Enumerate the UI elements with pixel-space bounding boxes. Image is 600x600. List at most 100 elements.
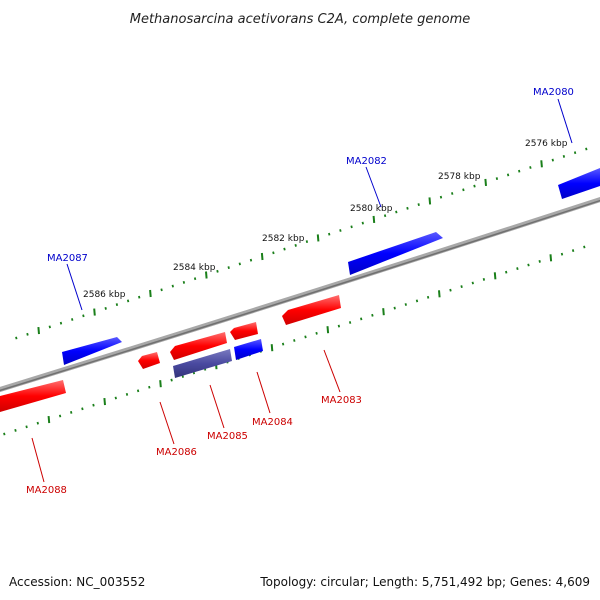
gene-MA2086-feature[interactable] bbox=[138, 352, 160, 369]
gene-label-MA2083[interactable]: MA2083 bbox=[321, 395, 362, 406]
upper-tick bbox=[160, 288, 163, 292]
lower-tick bbox=[415, 299, 419, 303]
upper-tick bbox=[529, 166, 532, 169]
upper-tick bbox=[316, 234, 320, 242]
gene-MA2084-feature[interactable] bbox=[234, 339, 263, 360]
upper-tick bbox=[506, 173, 510, 177]
lower-tick bbox=[449, 288, 452, 292]
lower-tick bbox=[538, 259, 541, 263]
leader-lines bbox=[31, 98, 573, 483]
lower-tick bbox=[505, 270, 508, 274]
upper-tick bbox=[395, 210, 398, 214]
lower-tick bbox=[14, 428, 17, 432]
upper-tick bbox=[439, 195, 443, 199]
upper-tick bbox=[283, 247, 286, 251]
upper-tick bbox=[93, 308, 96, 316]
lower-tick bbox=[516, 267, 519, 271]
lower-tick bbox=[560, 252, 564, 256]
lower-tick bbox=[337, 324, 341, 328]
lower-tick bbox=[371, 313, 374, 317]
upper-tick bbox=[15, 336, 18, 340]
upper-tick bbox=[372, 215, 376, 223]
upper-tick bbox=[339, 229, 342, 232]
scale-label-2582: 2582 kbp bbox=[262, 234, 305, 244]
lower-tick bbox=[281, 342, 285, 346]
lower-tick bbox=[25, 425, 28, 429]
lower-tick bbox=[583, 245, 586, 249]
gene-MA2088-feature[interactable] bbox=[0, 380, 66, 412]
upper-tick bbox=[48, 325, 51, 329]
topology-text: Topology: circular; Length: 5,751,492 bp… bbox=[259, 575, 590, 589]
gene-label-MA2087[interactable]: MA2087 bbox=[47, 253, 88, 264]
lower-tick bbox=[103, 398, 106, 406]
upper-tick bbox=[249, 258, 253, 262]
upper-tick bbox=[495, 177, 499, 181]
gene-label-MA2084[interactable]: MA2084 bbox=[252, 417, 293, 428]
lower-tick-row bbox=[3, 245, 586, 436]
lower-tick bbox=[360, 317, 363, 321]
lower-tick bbox=[58, 414, 62, 418]
gene-MA2087-feature[interactable] bbox=[62, 337, 122, 365]
upper-tick bbox=[82, 314, 85, 318]
lower-tick bbox=[571, 249, 575, 253]
upper-tick bbox=[462, 188, 465, 192]
lower-tick bbox=[36, 421, 39, 425]
lower-tick bbox=[125, 392, 129, 396]
lower-tick bbox=[471, 281, 474, 285]
lower-tick bbox=[114, 396, 117, 400]
gene-MA2082-feature[interactable] bbox=[348, 232, 443, 275]
gene-label-MA2080[interactable]: MA2080 bbox=[533, 87, 574, 98]
scale-label-2578: 2578 kbp bbox=[438, 172, 481, 182]
upper-tick bbox=[272, 251, 275, 255]
scale-label-2580: 2580 kbp bbox=[350, 204, 393, 214]
lower-tick bbox=[3, 432, 6, 436]
gene-MA2083-feature[interactable] bbox=[282, 295, 341, 325]
scale-label-2584: 2584 kbp bbox=[173, 263, 216, 273]
upper-tick-row bbox=[15, 147, 588, 340]
gene-label-MA2085[interactable]: MA2085 bbox=[207, 431, 248, 442]
lower-tick bbox=[326, 326, 330, 334]
upper-tick bbox=[71, 318, 74, 321]
upper-tick bbox=[138, 295, 141, 299]
upper-tick bbox=[104, 306, 107, 310]
upper-tick bbox=[37, 327, 40, 335]
upper-tick bbox=[328, 232, 331, 236]
upper-tick bbox=[383, 214, 387, 218]
lower-tick bbox=[549, 254, 553, 262]
gene-label-MA2088[interactable]: MA2088 bbox=[26, 485, 67, 496]
lower-tick bbox=[136, 389, 140, 393]
upper-tick bbox=[585, 147, 588, 151]
upper-tick bbox=[484, 178, 487, 186]
upper-tick bbox=[216, 269, 219, 273]
gene-highlighted-feature[interactable] bbox=[173, 349, 232, 378]
lower-tick bbox=[170, 378, 173, 382]
gene-label-MA2086[interactable]: MA2086 bbox=[156, 447, 197, 458]
upper-tick bbox=[126, 299, 130, 303]
lower-tick bbox=[493, 272, 497, 280]
upper-tick bbox=[451, 192, 454, 195]
map-title: Methanosarcina acetivorans C2A, complete… bbox=[130, 12, 471, 27]
lower-tick bbox=[404, 303, 407, 306]
lower-tick bbox=[315, 331, 318, 335]
lower-tick bbox=[460, 285, 463, 289]
gene-MA2085-feature[interactable] bbox=[170, 322, 258, 360]
accession-text: Accession: NC_003552 bbox=[9, 575, 145, 589]
upper-tick bbox=[406, 206, 409, 210]
upper-tick bbox=[573, 151, 577, 155]
gene-MA2080-feature[interactable] bbox=[558, 168, 600, 199]
upper-tick bbox=[193, 277, 197, 281]
upper-tick bbox=[238, 262, 241, 266]
upper-tick bbox=[551, 158, 554, 162]
lower-tick bbox=[70, 410, 73, 414]
gene-label-MA2082[interactable]: MA2082 bbox=[346, 156, 387, 167]
genome-backbone bbox=[0, 196, 600, 393]
upper-tick bbox=[350, 225, 353, 229]
upper-tick bbox=[417, 203, 420, 207]
upper-tick bbox=[149, 289, 152, 298]
lower-tick bbox=[159, 380, 162, 388]
upper-tick bbox=[115, 303, 119, 307]
lower-tick bbox=[148, 385, 151, 389]
upper-tick bbox=[361, 221, 364, 225]
upper-tick bbox=[182, 280, 186, 284]
